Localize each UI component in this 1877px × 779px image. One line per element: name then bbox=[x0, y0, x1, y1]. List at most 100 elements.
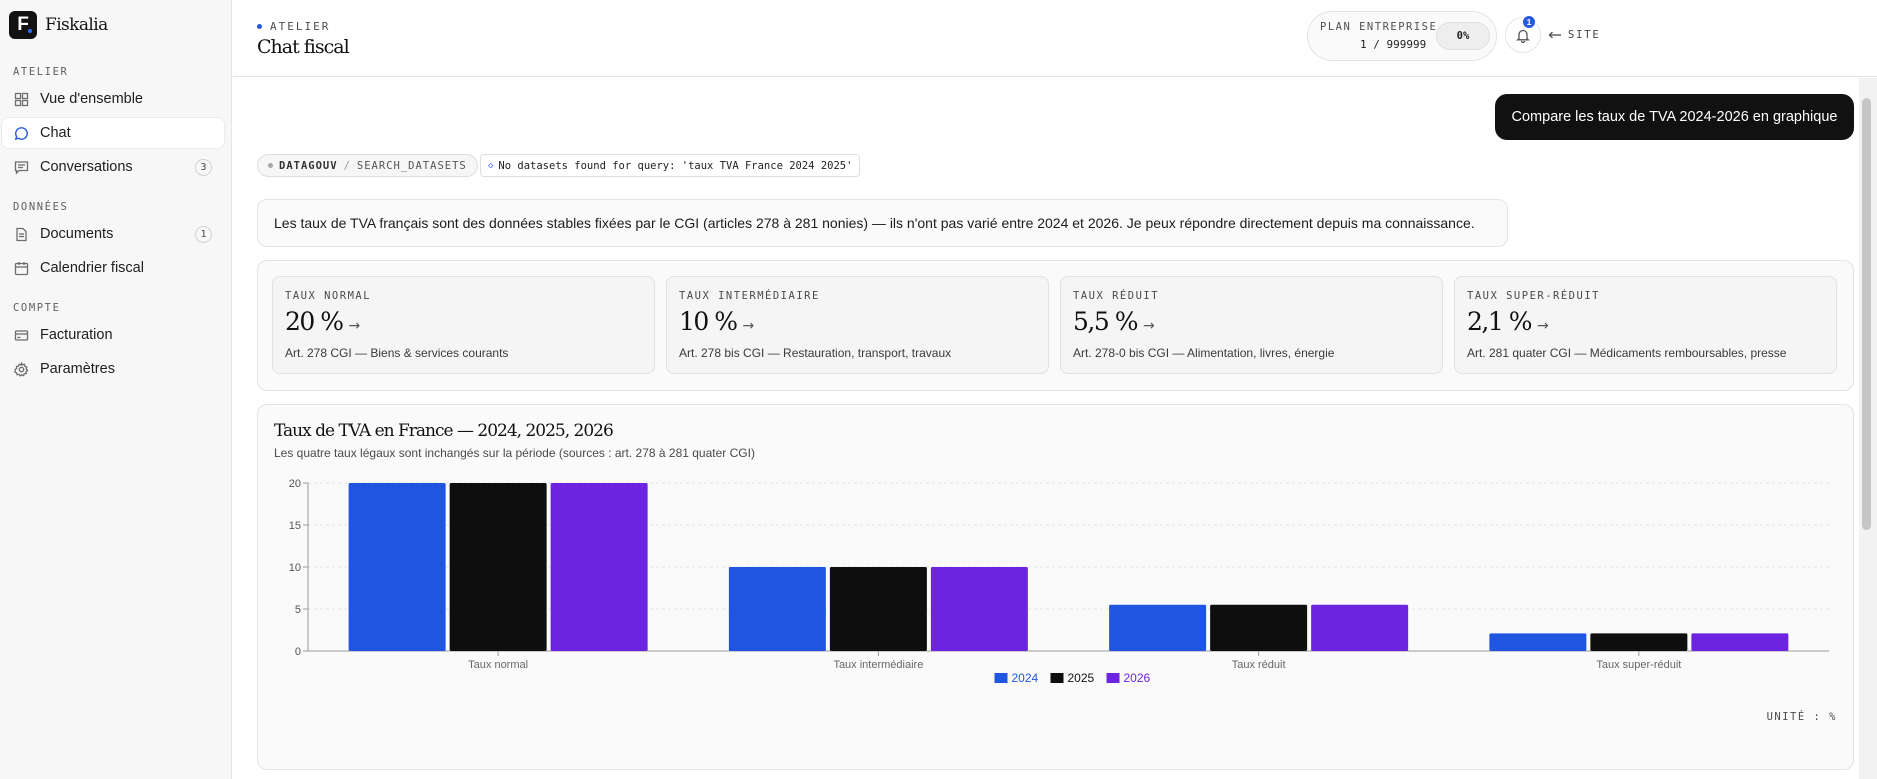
arrow-right-icon: → bbox=[742, 318, 755, 334]
document-icon bbox=[14, 227, 29, 242]
sidebar-item-calendar[interactable]: Calendrier fiscal bbox=[2, 253, 224, 283]
sidebar-item-label: Chat bbox=[40, 125, 71, 141]
eyebrow-dot bbox=[257, 24, 262, 29]
x-tick-label: Taux intermédiaire bbox=[833, 659, 923, 671]
sidebar-item-conversations[interactable]: Conversations 3 bbox=[2, 152, 224, 182]
chat-icon bbox=[14, 126, 29, 141]
rate-value-text: 5,5 % bbox=[1073, 307, 1138, 336]
user-message: Compare les taux de TVA 2024-2026 en gra… bbox=[1495, 94, 1854, 140]
rate-card-description: Art. 278 bis CGI — Restauration, transpo… bbox=[679, 346, 952, 360]
tool-result-text: No datasets found for query: 'taux TVA F… bbox=[498, 159, 853, 172]
sidebar-item-chat[interactable]: Chat bbox=[2, 118, 224, 148]
site-link-label: SITE bbox=[1568, 29, 1601, 41]
rate-card-value: 2,1 % → bbox=[1467, 307, 1549, 336]
legend-label-2024: 2024 bbox=[1012, 671, 1039, 685]
header-eyebrow: ATELIER bbox=[257, 20, 330, 33]
conversations-count-badge: 3 bbox=[195, 159, 212, 176]
page-title: Chat fiscal bbox=[257, 36, 350, 58]
y-tick-label: 20 bbox=[289, 478, 301, 490]
bar-2024 bbox=[348, 483, 446, 651]
plan-usage-count: 1 / 999999 bbox=[1360, 38, 1427, 51]
rate-card-super-reduit: TAUX SUPER-RÉDUIT 2,1 % → Art. 281 quater… bbox=[1454, 276, 1837, 374]
documents-count-badge: 1 bbox=[195, 226, 212, 243]
legend-label-2025: 2025 bbox=[1068, 671, 1095, 685]
bar-2025 bbox=[449, 483, 547, 651]
sidebar-item-label: Documents bbox=[40, 226, 114, 242]
sidebar-item-overview[interactable]: Vue d'ensemble bbox=[2, 84, 224, 114]
arrow-left-icon bbox=[1548, 31, 1562, 39]
y-tick-label: 0 bbox=[295, 646, 301, 658]
chart-subtitle: Les quatre taux légaux sont inchangés su… bbox=[274, 446, 755, 460]
rate-value-text: 20 % bbox=[285, 307, 344, 336]
legend-swatch-2025 bbox=[1050, 673, 1064, 683]
bar-2024 bbox=[1109, 604, 1207, 651]
plan-usage-percent: 0% bbox=[1456, 30, 1470, 42]
plan-label: PLAN ENTREPRISE bbox=[1320, 21, 1438, 33]
sidebar: F Fiskalia ATELIER Vue d'ensemble Chat C… bbox=[0, 0, 232, 779]
rate-card-description: Art. 278 CGI — Biens & services courants bbox=[285, 346, 509, 360]
sidebar-item-label: Vue d'ensemble bbox=[40, 91, 143, 107]
rate-card-label: TAUX RÉDUIT bbox=[1073, 290, 1160, 302]
tool-status-dot bbox=[268, 163, 273, 168]
brand-logo: F bbox=[9, 11, 37, 39]
rate-card-label: TAUX SUPER-RÉDUIT bbox=[1467, 290, 1600, 302]
vat-bar-chart: 0 5 10 15 20 Taux normal Taux intermédiaire Tau… bbox=[289, 478, 1829, 685]
bar-2026 bbox=[550, 483, 648, 651]
bell-icon bbox=[1516, 28, 1530, 43]
rate-card-intermediaire: TAUX INTERMÉDIAIRE 10 % → Art. 278 bis CG… bbox=[666, 276, 1049, 374]
rate-card-description: Art. 278-0 bis CGI — Alimentation, livre… bbox=[1073, 346, 1335, 360]
bar-2024 bbox=[1489, 633, 1587, 651]
rate-card-value: 10 % → bbox=[679, 307, 754, 336]
rate-card-normal: TAUX NORMAL 20 % → Art. 278 CGI — Biens &… bbox=[272, 276, 655, 374]
plan-usage-widget[interactable]: PLAN ENTREPRISE 1 / 999999 0% bbox=[1307, 11, 1497, 61]
sidebar-item-settings[interactable]: Paramètres bbox=[2, 354, 224, 384]
rate-value-text: 10 % bbox=[679, 307, 738, 336]
arrow-right-icon: → bbox=[348, 318, 361, 334]
rate-value-text: 2,1 % bbox=[1467, 307, 1532, 336]
tool-result-chip[interactable]: ◇ No datasets found for query: 'taux TVA… bbox=[480, 154, 861, 177]
rate-card-label: TAUX NORMAL bbox=[285, 290, 372, 302]
legend-swatch-2024 bbox=[994, 673, 1008, 683]
sidebar-item-label: Facturation bbox=[40, 327, 113, 343]
vat-rate-cards: TAUX NORMAL 20 % → Art. 278 CGI — Biens &… bbox=[257, 260, 1854, 391]
sidebar-item-documents[interactable]: Documents 1 bbox=[2, 219, 224, 249]
arrow-right-icon: → bbox=[1142, 318, 1155, 334]
tool-separator: / bbox=[343, 159, 351, 172]
brand[interactable]: F Fiskalia bbox=[9, 11, 108, 39]
bar-2026 bbox=[1311, 604, 1409, 651]
nav-section-atelier: ATELIER bbox=[13, 66, 69, 78]
nav-section-donnees: DONNÉES bbox=[13, 201, 69, 213]
diamond-icon: ◇ bbox=[488, 160, 494, 171]
assistant-message-text: Les taux de TVA français sont des donnée… bbox=[274, 215, 1475, 231]
legend-label-2026: 2026 bbox=[1124, 671, 1151, 685]
bar-2024 bbox=[728, 567, 826, 651]
bar-2025 bbox=[1590, 633, 1688, 651]
bar-2026 bbox=[1691, 633, 1789, 651]
scrollbar-thumb[interactable] bbox=[1862, 98, 1871, 530]
y-tick-label: 15 bbox=[289, 520, 301, 532]
legend-swatch-2026 bbox=[1106, 673, 1120, 683]
top-header: ATELIER Chat fiscal PLAN ENTREPRISE 1 / … bbox=[233, 0, 1877, 77]
sidebar-item-billing[interactable]: Facturation bbox=[2, 320, 224, 350]
grid-icon bbox=[14, 92, 29, 107]
x-tick-label: Taux normal bbox=[468, 659, 528, 671]
credit-card-icon bbox=[14, 328, 29, 343]
sidebar-item-label: Conversations bbox=[40, 159, 133, 175]
bar-2025 bbox=[1210, 604, 1308, 651]
x-tick-label: Taux réduit bbox=[1232, 659, 1286, 671]
message-icon bbox=[14, 160, 29, 175]
y-tick-label: 10 bbox=[289, 562, 301, 574]
vat-chart-panel: Taux de TVA en France — 2024, 2025, 2026… bbox=[257, 404, 1854, 770]
back-to-site-link[interactable]: SITE bbox=[1548, 29, 1601, 41]
y-tick-label: 5 bbox=[295, 604, 301, 616]
tool-source: DATAGOUV bbox=[279, 159, 338, 172]
plan-usage-progress: 0% bbox=[1436, 22, 1490, 50]
tool-call-chip[interactable]: DATAGOUV / SEARCH_DATASETS bbox=[257, 154, 478, 177]
rate-card-value: 5,5 % → bbox=[1073, 307, 1155, 336]
sidebar-item-label: Calendrier fiscal bbox=[40, 260, 144, 276]
bar-2025 bbox=[829, 567, 927, 651]
sidebar-item-label: Paramètres bbox=[40, 361, 115, 377]
chart-unit-label: UNITÉ : % bbox=[1766, 711, 1837, 723]
brand-name: Fiskalia bbox=[45, 15, 108, 35]
gear-icon bbox=[14, 361, 29, 377]
